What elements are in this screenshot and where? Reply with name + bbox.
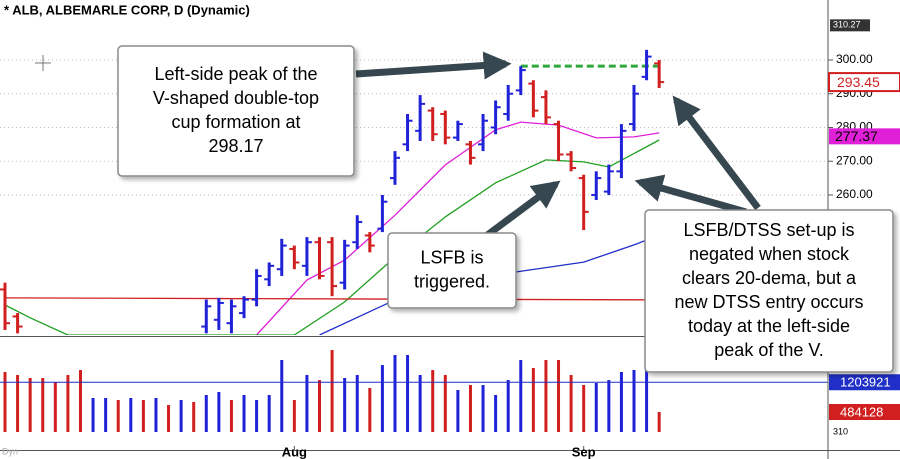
moving-average-label: 277.37: [835, 128, 878, 144]
last-price-label: 293.45: [837, 74, 880, 90]
volume-bar: [91, 397, 95, 432]
max-price-label: 310.27: [833, 20, 861, 30]
volume-bar: [406, 355, 410, 432]
arrows: [355, 51, 761, 239]
volume-bar: [305, 375, 309, 432]
volume-bar: [167, 405, 171, 432]
volume-bar: [217, 392, 221, 432]
volume-bar: [242, 395, 246, 432]
x-tick-label: Sep: [572, 444, 596, 459]
y-tick-label: 270.00: [836, 153, 873, 167]
volume-bar: [318, 380, 321, 432]
volume-bar: [154, 397, 158, 432]
volume-bar: [418, 375, 422, 432]
volume-bar: [192, 402, 196, 432]
last-volume-box: [829, 403, 900, 420]
annotation-text: new DTSS entry occurs: [674, 292, 863, 312]
volume-bar: [657, 411, 661, 432]
volume-bar: [645, 367, 649, 432]
volume-bar: [78, 370, 82, 432]
y-tick-label: 260.00: [836, 187, 873, 201]
volume-bar: [267, 395, 271, 432]
annotation-text: V-shaped double-top: [153, 88, 319, 108]
volume-average-box: [829, 374, 900, 391]
volume-bar: [229, 400, 233, 432]
volume-bar: [280, 360, 284, 432]
chart-title: * ALB, ALBEMARLE CORP, D (Dynamic): [4, 2, 250, 17]
max-price-box: [830, 19, 870, 32]
volume-bar: [16, 375, 20, 432]
volume-bar: [594, 382, 598, 432]
volume-bar: [607, 380, 611, 432]
volume-bar: [582, 385, 586, 432]
annotation-text: cup formation at: [171, 112, 300, 132]
volume-bar: [519, 360, 523, 432]
volume-bar: [456, 390, 460, 432]
volume-average-label: 1203921: [840, 375, 891, 390]
volume-bar: [53, 382, 57, 432]
moving-average-box: [829, 128, 900, 145]
volume-bar: [41, 377, 45, 432]
moving-average-line: [319, 234, 660, 335]
volume-bar: [431, 370, 435, 432]
last-volume-label: 484128: [840, 404, 883, 419]
volume-bar: [179, 400, 183, 432]
volume-bar: [66, 375, 70, 432]
annotation-text: 298.17: [208, 136, 263, 156]
annotation: LSFB is triggered.: [387, 232, 517, 309]
crosshair-cursor: [35, 55, 51, 71]
annotation-text: LSFB/DTSS set-up is: [683, 220, 854, 240]
annotation-text: Left-side peak of the: [154, 64, 317, 84]
volume-bar: [330, 350, 334, 432]
volume-bar: [569, 375, 573, 432]
volume-bar: [255, 400, 259, 432]
volume-bar: [368, 387, 372, 432]
annotations: Left-side peak of the V-shaped double-top…: [117, 45, 894, 373]
annotation-text: clears 20-dema, but a: [682, 268, 857, 288]
watermark: Dyn: [2, 446, 18, 456]
volume-bar: [380, 365, 384, 432]
annotation-box: [117, 45, 355, 177]
volume-bar: [468, 385, 472, 432]
volume-bar: [443, 375, 447, 432]
volume-bar: [481, 385, 485, 432]
annotation-text: triggered.: [414, 271, 490, 291]
volume-bar: [129, 397, 133, 432]
volume-bar: [544, 360, 548, 432]
volume-bar: [557, 360, 561, 432]
volume-bar: [619, 372, 623, 432]
annotation-box: [387, 232, 517, 309]
x-tick-label: Aug: [282, 444, 307, 459]
volume-bar: [292, 400, 296, 432]
volume-bar: [393, 355, 397, 432]
volume-bar: [141, 400, 145, 432]
moving-average-line: [4, 297, 660, 301]
annotation-box: [644, 209, 894, 373]
annotation: Left-side peak of the V-shaped double-top…: [117, 45, 355, 177]
volume-footer-label: 310: [833, 426, 848, 436]
volume-bar: [3, 372, 7, 432]
volume-bar: [632, 370, 636, 432]
annotation-text: negated when stock: [689, 244, 850, 264]
annotation-text: peak of the V.: [714, 340, 823, 360]
volume-bar: [355, 375, 359, 432]
volume-bar: [343, 377, 347, 432]
volume-bar: [104, 397, 108, 432]
volume-bar: [494, 395, 498, 432]
volume-bar: [116, 400, 120, 432]
volume-bar: [204, 395, 208, 432]
annotation-text: today at the left-side: [688, 316, 850, 336]
price-bars: [0, 49, 665, 334]
volume-pane: [0, 350, 828, 432]
y-tick-label: 300.00: [836, 52, 873, 66]
volume-bar: [28, 377, 32, 432]
annotation: LSFB/DTSS set-up is negated when stock cle…: [644, 209, 894, 373]
volume-bar: [506, 380, 510, 432]
volume-bar: [531, 367, 535, 432]
annotation-text: LSFB is: [420, 247, 483, 267]
last-price-box: [828, 72, 900, 93]
